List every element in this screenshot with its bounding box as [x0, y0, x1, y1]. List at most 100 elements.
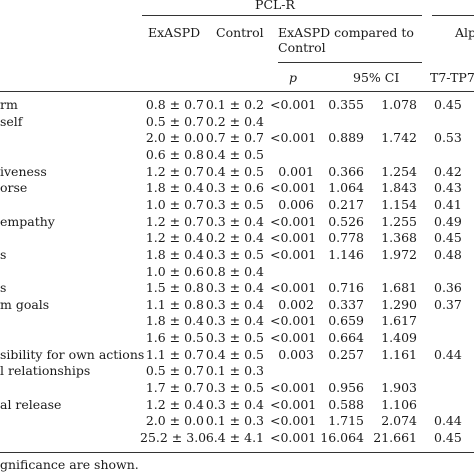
- cell-p: 0.001: [278, 163, 314, 179]
- cell-exaspd: 1.5 ± 0.8: [145, 280, 204, 296]
- header-p: p: [289, 70, 298, 85]
- header-compared-line1: ExASPD compared to: [278, 25, 414, 40]
- header-exaspd: ExASPD: [148, 25, 201, 40]
- cell-ci-low: 0.716: [328, 280, 364, 296]
- cell-exaspd: 1.8 ± 0.4: [145, 246, 204, 262]
- table-bottom-rule: [0, 452, 474, 453]
- cell-exaspd: 25.2 ± 3.0: [140, 430, 207, 445]
- cell-exaspd: 1.2 ± 0.4: [145, 396, 204, 412]
- cell-control: 0.3 ± 0.6: [205, 180, 264, 196]
- cell-control: 6.4 ± 4.1: [205, 430, 264, 445]
- cell-p: <0.001: [270, 230, 317, 246]
- cell-control: 0.4 ± 0.5: [205, 346, 264, 362]
- cell-exaspd: 1.8 ± 0.4: [145, 180, 204, 196]
- cell-ci-high: 1.843: [381, 180, 417, 196]
- cell-ci-low: 0.664: [328, 330, 364, 346]
- cell-ci-low: 16.064: [320, 430, 364, 445]
- cell-control: 0.3 ± 0.5: [205, 246, 264, 262]
- cell-exaspd: 1.2 ± 0.7: [145, 213, 204, 229]
- cell-control: 0.1 ± 0.3: [205, 413, 264, 429]
- row-label: orse: [0, 180, 28, 196]
- group-rule: [142, 15, 422, 16]
- cell-ci-low: 0.366: [328, 163, 364, 179]
- cell-exaspd: 1.1 ± 0.8: [145, 296, 204, 312]
- row-label: s: [0, 246, 7, 262]
- cell-ci-low: 0.588: [328, 396, 364, 412]
- cell-ci-high: 1.154: [381, 196, 417, 212]
- cell-exaspd: 2.0 ± 0.0: [145, 413, 204, 429]
- cell-ci-high: 1.078: [381, 97, 417, 112]
- cell-alpha: 0.41: [434, 196, 462, 212]
- cell-ci-high: 1.681: [381, 280, 417, 296]
- cell-exaspd: 1.7 ± 0.7: [145, 380, 204, 396]
- cell-ci-high: 1.255: [381, 213, 417, 229]
- cell-p: 0.002: [278, 296, 314, 312]
- cell-exaspd: 1.0 ± 0.6: [145, 263, 204, 279]
- cell-exaspd: 1.2 ± 0.7: [145, 163, 204, 179]
- header-95ci: 95% CI: [353, 70, 400, 85]
- cell-ci-high: 1.106: [381, 396, 417, 412]
- cell-control: 0.2 ± 0.4: [205, 113, 264, 129]
- cell-alpha: 0.53: [434, 130, 462, 146]
- row-label: empathy: [0, 213, 55, 229]
- cell-ci-high: 1.254: [381, 163, 417, 179]
- header-compared-line2: Control: [278, 40, 326, 55]
- cell-alpha: 0.45: [434, 97, 462, 112]
- cell-ci-high: 21.661: [373, 430, 417, 445]
- cell-ci-low: 0.257: [328, 346, 364, 362]
- cell-control: 0.2 ± 0.4: [205, 230, 264, 246]
- cell-alpha: 0.37: [434, 296, 462, 312]
- cell-ci-low: 1.146: [328, 246, 364, 262]
- row-label: m goals: [0, 296, 50, 312]
- group-title-pcl-r: PCL-R: [255, 0, 295, 12]
- cell-ci-high: 1.617: [381, 313, 417, 329]
- cell-p: <0.001: [270, 97, 317, 112]
- row-label: sibility for own actions: [0, 346, 145, 362]
- row-label: l relationships: [0, 363, 91, 379]
- cell-p: <0.001: [270, 430, 317, 445]
- cell-exaspd: 1.0 ± 0.7: [145, 196, 204, 212]
- cell-alpha: 0.45: [434, 430, 462, 445]
- footnote: gnificance are shown.: [0, 457, 139, 472]
- cell-alpha: 0.49: [434, 213, 462, 229]
- cell-control: 0.4 ± 0.5: [205, 163, 264, 179]
- cell-control: 0.4 ± 0.5: [205, 146, 264, 162]
- cell-ci-low: 0.956: [328, 380, 364, 396]
- cell-ci-low: 1.715: [328, 413, 364, 429]
- cell-ci-high: 1.368: [381, 230, 417, 246]
- cell-exaspd: 0.8 ± 0.7: [145, 97, 204, 112]
- cell-ci-low: 0.889: [328, 130, 364, 146]
- cell-alpha: 0.48: [434, 246, 462, 262]
- header-t7-tp7: T7-TP7: [430, 70, 474, 85]
- cell-alpha: 0.42: [434, 163, 462, 179]
- cell-p: <0.001: [270, 130, 317, 146]
- cell-control: 0.3 ± 0.5: [205, 330, 264, 346]
- cell-ci-high: 1.161: [381, 346, 417, 362]
- cell-control: 0.3 ± 0.4: [205, 280, 264, 296]
- cell-p: <0.001: [270, 413, 317, 429]
- cell-control: 0.3 ± 0.5: [205, 196, 264, 212]
- cell-p: <0.001: [270, 246, 317, 262]
- cell-exaspd: 0.6 ± 0.8: [145, 146, 204, 162]
- cell-alpha: 0.44: [434, 346, 462, 362]
- cell-ci-low: 0.337: [328, 296, 364, 312]
- row-label: s: [0, 280, 7, 296]
- cell-alpha: 0.36: [434, 280, 462, 296]
- cell-p: 0.006: [278, 196, 314, 212]
- cell-control: 0.3 ± 0.4: [205, 213, 264, 229]
- cell-ci-low: 0.526: [328, 213, 364, 229]
- cell-exaspd: 2.0 ± 0.0: [145, 130, 204, 146]
- cell-control: 0.3 ± 0.4: [205, 296, 264, 312]
- cell-exaspd: 0.5 ± 0.7: [145, 363, 204, 379]
- cell-p: 0.003: [278, 346, 314, 362]
- header-control: Control: [216, 25, 264, 40]
- cell-control: 0.8 ± 0.4: [205, 263, 264, 279]
- cell-p: <0.001: [270, 380, 317, 396]
- cell-p: <0.001: [270, 330, 317, 346]
- cell-control: 0.1 ± 0.3: [205, 363, 264, 379]
- cell-ci-high: 1.409: [381, 330, 417, 346]
- cell-control: 0.3 ± 0.4: [205, 396, 264, 412]
- cell-p: <0.001: [270, 213, 317, 229]
- row-label: self: [0, 113, 23, 129]
- cell-ci-high: 1.742: [381, 130, 417, 146]
